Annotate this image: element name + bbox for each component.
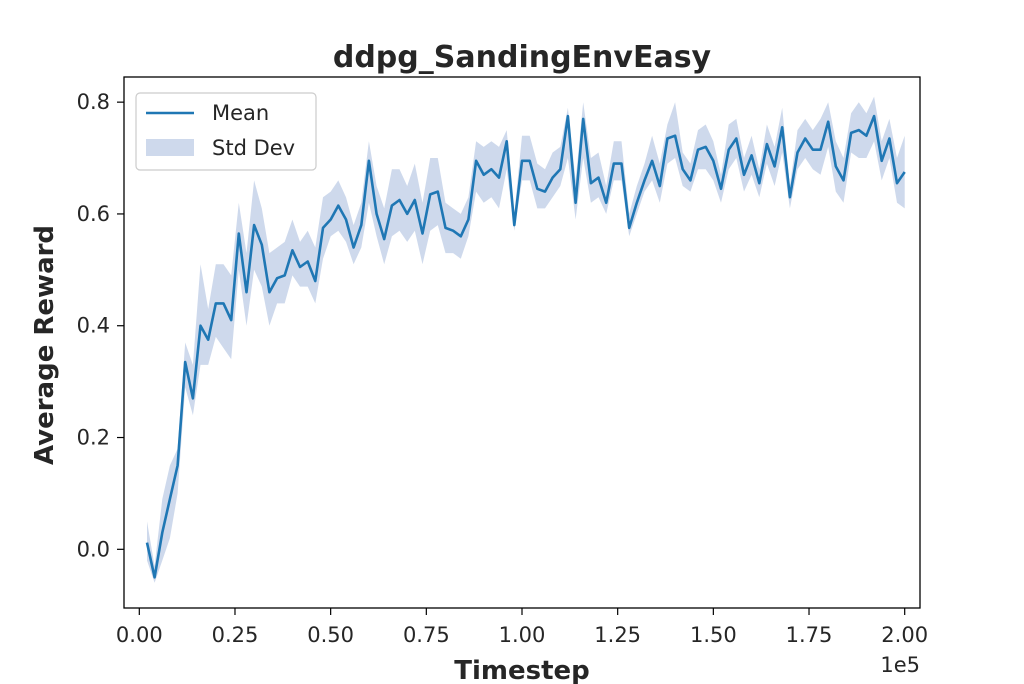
x-offset-label: 1e5 xyxy=(880,653,920,677)
x-tick-label: 1.75 xyxy=(786,623,833,647)
x-tick-label: 0.50 xyxy=(307,623,354,647)
y-axis-ticks: 0.0 0.2 0.4 0.6 0.8 xyxy=(77,90,124,561)
y-tick-label: 0.8 xyxy=(77,90,110,114)
x-tick-label: 0.75 xyxy=(403,623,450,647)
mean-line xyxy=(145,114,906,579)
y-tick-label: 0.6 xyxy=(77,202,110,226)
x-tick-label: 0.25 xyxy=(212,623,259,647)
x-tick-label: 1.50 xyxy=(690,623,737,647)
x-axis-label: Timestep xyxy=(454,656,590,684)
legend-std-swatch xyxy=(146,139,194,156)
x-tick-label: 0.00 xyxy=(116,623,163,647)
plot-area xyxy=(145,96,906,583)
x-tick-label: 1.25 xyxy=(594,623,641,647)
y-tick-label: 0.2 xyxy=(77,426,110,450)
y-tick-label: 0.0 xyxy=(77,537,110,561)
chart-title: ddpg_SandingEnvEasy xyxy=(333,40,712,75)
x-tick-label: 1.00 xyxy=(499,623,546,647)
legend-mean-label: Mean xyxy=(212,101,269,125)
x-axis-ticks: 0.00 0.25 0.50 0.75 1.00 1.25 1.50 1.75 2.00 xyxy=(116,608,928,647)
y-tick-label: 0.4 xyxy=(77,314,110,338)
legend: Mean Std Dev xyxy=(135,92,317,171)
legend-std-label: Std Dev xyxy=(212,136,295,160)
std-dev-band xyxy=(147,96,905,583)
x-tick-label: 2.00 xyxy=(881,623,928,647)
y-axis-label: Average Reward xyxy=(30,225,60,465)
